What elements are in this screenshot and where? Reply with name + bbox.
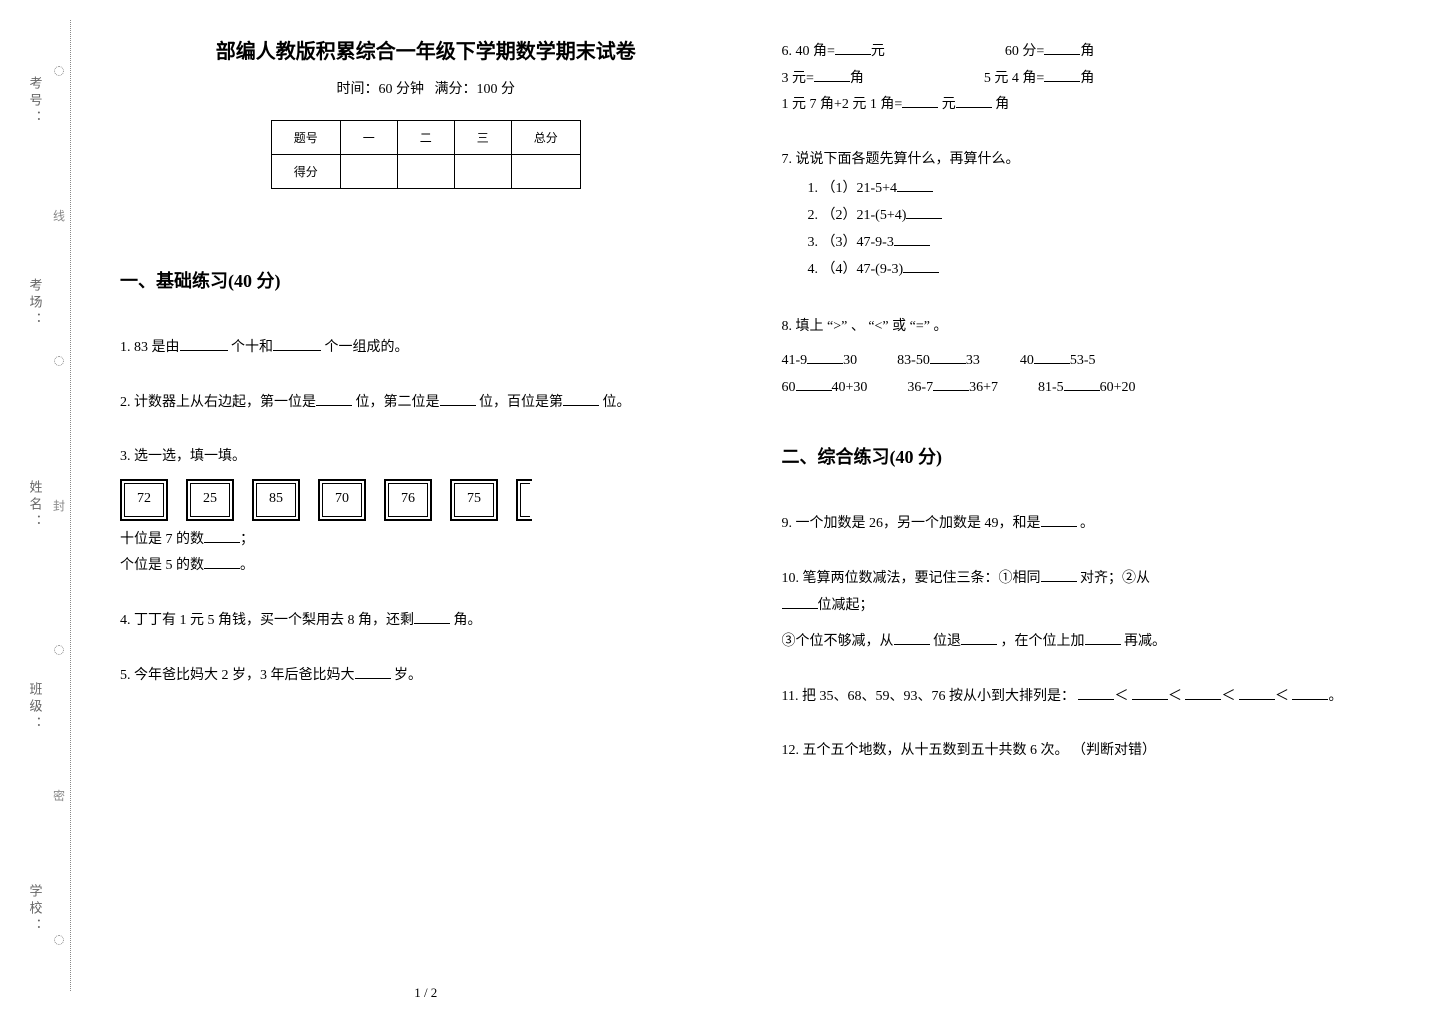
number-card: 75	[450, 479, 498, 521]
number-card: 70	[318, 479, 366, 521]
number-card: 25	[186, 479, 234, 521]
score-head: 二	[397, 121, 454, 155]
q5: 5. 今年爸比妈大 2 岁，3 年后爸比妈大 岁。	[120, 663, 732, 690]
field-class: 班级：	[26, 682, 45, 733]
number-card: 76	[384, 479, 432, 521]
q7-item: （4）47-(9-3)	[822, 258, 1394, 282]
field-school: 学校：	[26, 884, 45, 935]
q2: 2. 计数器上从右边起，第一位是 位，第二位是 位，百位是第 位。	[120, 390, 732, 417]
score-table: 题号 一 二 三 总分 得分	[271, 120, 581, 189]
q12: 12. 五个五个地数，从十五数到五十共数 6 次。 （判断对错）	[782, 738, 1394, 765]
section-2-heading: 二、综合练习(40 分)	[782, 443, 1394, 469]
score-cell	[454, 155, 511, 189]
score-row-label: 得分	[271, 155, 340, 189]
q7-item: （3）47-9-3	[822, 231, 1394, 255]
binding-field-labels: 考号： 考场： 姓名： 班级： 学校：	[20, 0, 50, 1011]
column-left: 部编人教版积累综合一年级下学期数学期末试卷 时间：60 分钟 满分：100 分 …	[120, 25, 732, 1001]
q1: 1. 83 是由 个十和 个一组成的。	[120, 335, 732, 362]
score-head: 三	[454, 121, 511, 155]
seal-line-text: 线 封 密	[50, 0, 68, 1011]
q7-list: （1）21-5+4 （2）21-(5+4) （3）47-9-3 （4）47-(9…	[822, 177, 1394, 281]
number-card-partial	[516, 479, 532, 521]
score-head: 一	[340, 121, 397, 155]
q3-cards: 72 25 85 70 76 75	[120, 479, 732, 521]
page-number: 1 / 2	[120, 965, 732, 1001]
field-exam-id: 考号：	[26, 76, 45, 127]
q7-item: （1）21-5+4	[822, 177, 1394, 201]
q6: 6. 40 角=元 60 分=角 3 元=角 5 元 4 角=角 1 元 7 角…	[782, 39, 1394, 119]
q4: 4. 丁丁有 1 元 5 角钱，买一个梨用去 8 角，还剩 角。	[120, 608, 732, 635]
seal-char: 封	[53, 497, 65, 514]
time-label: 时间：60 分钟	[337, 82, 425, 97]
score-head: 题号	[271, 121, 340, 155]
q3-line-b: 个位是 5 的数。	[120, 553, 732, 580]
q3-label: 3. 选一选，填一填。	[120, 444, 732, 471]
field-room: 考场：	[26, 278, 45, 329]
q7-item: （2）21-(5+4)	[822, 204, 1394, 228]
fullmark-label: 满分：100 分	[435, 82, 516, 97]
seal-char: 线	[53, 207, 65, 224]
q7: 7. 说说下面各题先算什么，再算什么。 （1）21-5+4 （2）21-(5+4…	[782, 147, 1394, 286]
exam-title: 部编人教版积累综合一年级下学期数学期末试卷	[120, 35, 732, 64]
q7-label: 7. 说说下面各题先算什么，再算什么。	[782, 147, 1394, 174]
binding-margin: 线 封 密 考号： 考场： 姓名： 班级： 学校：	[0, 0, 90, 1011]
score-cell	[397, 155, 454, 189]
q3: 3. 选一选，填一填。 72 25 85 70 76 75 十位是 7 的数； …	[120, 444, 732, 580]
score-head: 总分	[511, 121, 580, 155]
q8: 8. 填上 “>” 、 “<” 或 “=” 。 41-930 83-5033 4…	[782, 314, 1394, 402]
number-card: 85	[252, 479, 300, 521]
q8-label: 8. 填上 “>” 、 “<” 或 “=” 。	[782, 314, 1394, 341]
q10: 10. 笔算两位数减法，要记住三条：①相同 对齐；②从 位减起； ③个位不够减，…	[782, 566, 1394, 656]
column-right: 6. 40 角=元 60 分=角 3 元=角 5 元 4 角=角 1 元 7 角…	[782, 25, 1394, 1001]
q3-line-a: 十位是 7 的数；	[120, 527, 732, 554]
score-cell	[511, 155, 580, 189]
exam-subtitle: 时间：60 分钟 满分：100 分	[120, 78, 732, 98]
field-name: 姓名：	[26, 480, 45, 531]
seal-char: 密	[53, 787, 65, 804]
section-1-heading: 一、基础练习(40 分)	[120, 267, 732, 293]
binding-dotted-line	[70, 20, 71, 991]
q9: 9. 一个加数是 26，另一个加数是 49，和是 。	[782, 511, 1394, 538]
score-cell	[340, 155, 397, 189]
q11: 11. 把 35、68、59、93、76 按从小到大排列是： ＜ ＜ ＜ ＜ 。	[782, 684, 1394, 711]
number-card: 72	[120, 479, 168, 521]
